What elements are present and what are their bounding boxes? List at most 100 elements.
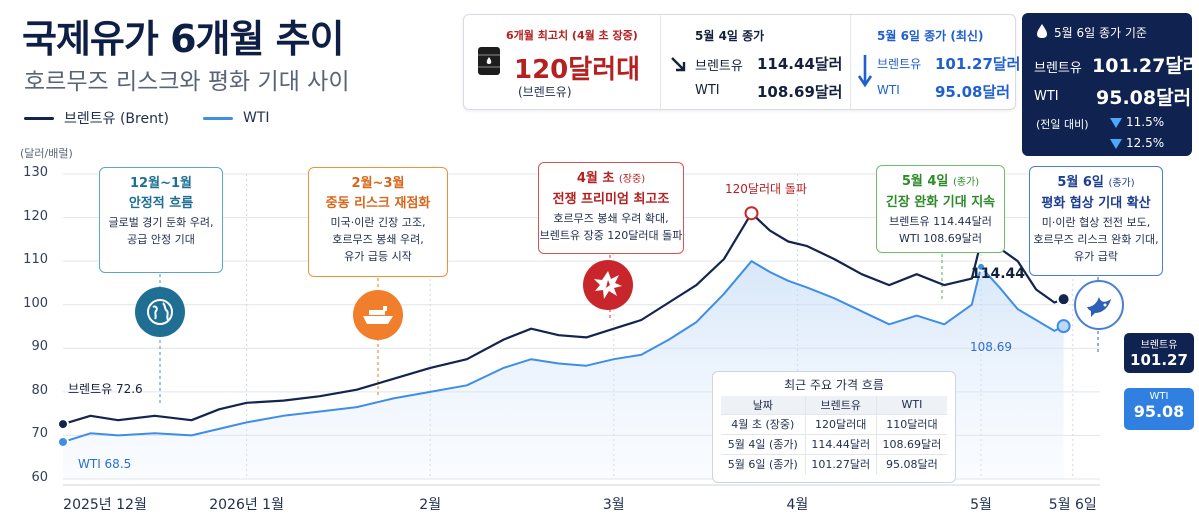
brent-peak-point: [744, 206, 759, 221]
brent-end-value: 101.27: [1130, 351, 1188, 369]
brent-end-tag: 브렌트유 101.27: [1124, 333, 1194, 373]
callout-feb-mar-headline: 중동 리스크 재점화: [325, 196, 431, 211]
callout-dec-jan-headline: 안정적 흐름: [128, 196, 194, 211]
peak-note: (브렌트유): [518, 85, 572, 99]
may6-brent-value: 101.27달러: [935, 55, 1021, 73]
y-tick-label: 130: [23, 165, 48, 180]
may4-brent-value: 114.44달러: [757, 55, 843, 73]
x-tick-label: 3월: [602, 497, 625, 513]
table-header-row: 날짜 브렌트유 WTI: [721, 396, 947, 414]
summary-box: 6개월 최고치 (4월 초 장중) 120달러대 (브렌트유) 5월 4일 종가…: [463, 14, 1021, 111]
brent-end-point: [1056, 292, 1071, 307]
table-row: 5월 4일 (종가) 114.44달러 108.69달러: [721, 433, 947, 454]
table-row: 4월 초 (장중) 120달러대 110달러대: [721, 413, 947, 434]
page-title: 국제유가 6개월 추이: [22, 17, 345, 61]
wti-end-value: 95.08: [1133, 402, 1185, 421]
latest-wti-name: WTI: [1034, 89, 1059, 104]
y-tick-label: 90: [31, 339, 48, 355]
legend-item-brent: 브렌트유 (Brent): [24, 108, 169, 128]
triangle-down-icon: [1110, 118, 1122, 128]
table-cell: 108.69달러: [875, 433, 947, 454]
y-tick-label: 70: [31, 426, 48, 442]
table-title: 최근 주요 가격 흐름: [784, 378, 884, 392]
wti-start-label: WTI 68.5: [78, 457, 132, 471]
page-subtitle: 호르무즈 리스크와 평화 기대 사이: [24, 69, 350, 95]
y-tick-label: 120: [23, 208, 48, 224]
wti-change: 12.5%: [1126, 136, 1165, 150]
callout-feb-mar-line: 호르무즈 봉쇄 우려,: [332, 233, 424, 246]
callout-may6-line: 미·이란 협상 전전 보도,: [1041, 216, 1151, 229]
wti-series-line: [62, 260, 1065, 443]
table-cell: 5월 4일 (종가): [721, 433, 806, 454]
callout-early-apr-note: (장중): [618, 174, 646, 185]
may6-label: 5월 6일 종가 (최신): [877, 29, 984, 43]
callout-feb-mar-line: 미국·이란 긴장 고조,: [330, 216, 426, 229]
latest-close-box: 5월 6일 종가 기준 브렌트유 101.27달러 WTI 95.08달러 (전…: [1022, 13, 1199, 156]
may4-brent-name: 브렌트유: [695, 59, 743, 74]
callout-may6-headline: 평화 협상 기대 확산: [1041, 196, 1151, 211]
brent-start-label: 브렌트유 72.6: [68, 382, 143, 396]
triangle-down-icon: [1110, 139, 1122, 149]
may6-wti-name: WTI: [877, 83, 900, 97]
callout-early-apr-headline: 전쟁 프리미엄 최고조: [552, 192, 670, 207]
x-tick-label: 5월 6일: [1048, 497, 1097, 513]
arrow-down-right-icon: [671, 57, 686, 72]
callout-dec-jan-line: 공급 안정 기대: [127, 233, 195, 246]
callout-dec-jan-line: 글로벌 경기 둔화 우려,: [108, 216, 214, 229]
callout-feb-mar-line: 유가 급등 시작: [344, 250, 412, 263]
may4-brent-label: 114.44: [971, 266, 1026, 282]
table-cell: 5월 6일 (종가): [721, 453, 806, 474]
x-tick-label: 4월: [786, 497, 809, 513]
callout-early-apr-line: 호르무즈 봉쇄 우려 확대,: [553, 212, 669, 225]
table-header: 날짜: [721, 396, 806, 414]
table-header: WTI: [875, 396, 947, 414]
x-tick-label: 2026년 1월: [209, 497, 284, 513]
callout-may4-title: 5월 4일: [901, 174, 949, 189]
brent-series-line: [62, 212, 1064, 426]
latest-wti-value: 95.08달러: [1096, 87, 1192, 109]
callout-may4-line: WTI 108.69달러: [898, 232, 983, 245]
y-axis-unit: (달러/배럴): [20, 147, 73, 160]
wti-may4-point: [976, 261, 986, 272]
may4-summary: 5월 4일 종가 브렌트유 114.44달러 WTI 108.69달러: [660, 15, 850, 111]
y-tick-label: 60: [31, 470, 48, 485]
latest-close-title: 5월 6일 종가 기준: [1054, 26, 1147, 40]
globe-icon: [135, 287, 185, 337]
callout-feb-mar-title: 2월~3월: [351, 176, 405, 191]
may6-brent-name: 브렌트유: [877, 57, 922, 71]
callout-may4-line: 브렌트유 114.44달러: [889, 215, 992, 228]
latest-brent-name: 브렌트유: [1034, 61, 1082, 76]
legend-label-brent: 브렌트유 (Brent): [64, 111, 169, 127]
callout-may6-title: 5월 6일: [1057, 175, 1104, 190]
arrow-down-icon: [857, 55, 873, 88]
callout-may6: 5월 6일 (종가) 평화 협상 기대 확산 미·이란 협상 전전 보도, 호르…: [1029, 166, 1163, 276]
callout-may4: 5월 4일 (종가) 긴장 완화 기대 지속 브렌트유 114.44달러 WTI…: [876, 165, 1005, 253]
latest-brent-value: 101.27달러: [1092, 55, 1199, 77]
peak-value: 120달러대: [514, 55, 641, 85]
change-label: (전일 대비): [1036, 118, 1089, 131]
brent-change: 11.5%: [1126, 115, 1165, 129]
peak-annotation: 120달러대 돌파: [725, 182, 807, 196]
callout-may6-note: (종가): [1108, 178, 1135, 189]
callout-may4-note: (종가): [952, 177, 980, 188]
table-cell: 120달러대: [804, 413, 877, 434]
brent-start-point: [57, 418, 69, 431]
tanker-ship-icon: [353, 290, 403, 340]
y-tick-label: 100: [23, 295, 48, 311]
wti-end-point: [1056, 319, 1071, 334]
callout-may6-line: 호르무즈 리스크 완화 기대,: [1033, 233, 1159, 246]
table-cell: 101.27달러: [804, 453, 877, 474]
callout-early-apr-title: 4월 초: [576, 171, 615, 186]
brent-end-name: 브렌트유: [1140, 340, 1178, 351]
wti-start-point: [57, 435, 69, 448]
legend-swatch-brent: [24, 116, 54, 120]
x-tick-label: 2월: [419, 497, 442, 513]
legend-label-wti: WTI: [242, 110, 270, 126]
y-tick-label: 110: [23, 252, 48, 268]
x-tick-label: 5월: [970, 497, 992, 513]
table-cell: 95.08달러: [875, 453, 947, 474]
recent-price-table: 최근 주요 가격 흐름 날짜 브렌트유 WTI 4월 초 (장중) 120달러대…: [712, 371, 956, 483]
x-tick-label: 2025년 12월: [63, 497, 147, 513]
legend-swatch-wti: [202, 116, 233, 120]
may6-summary: 5월 6일 종가 (최신) 브렌트유 101.27달러 WTI 95.08달러: [850, 15, 1021, 111]
